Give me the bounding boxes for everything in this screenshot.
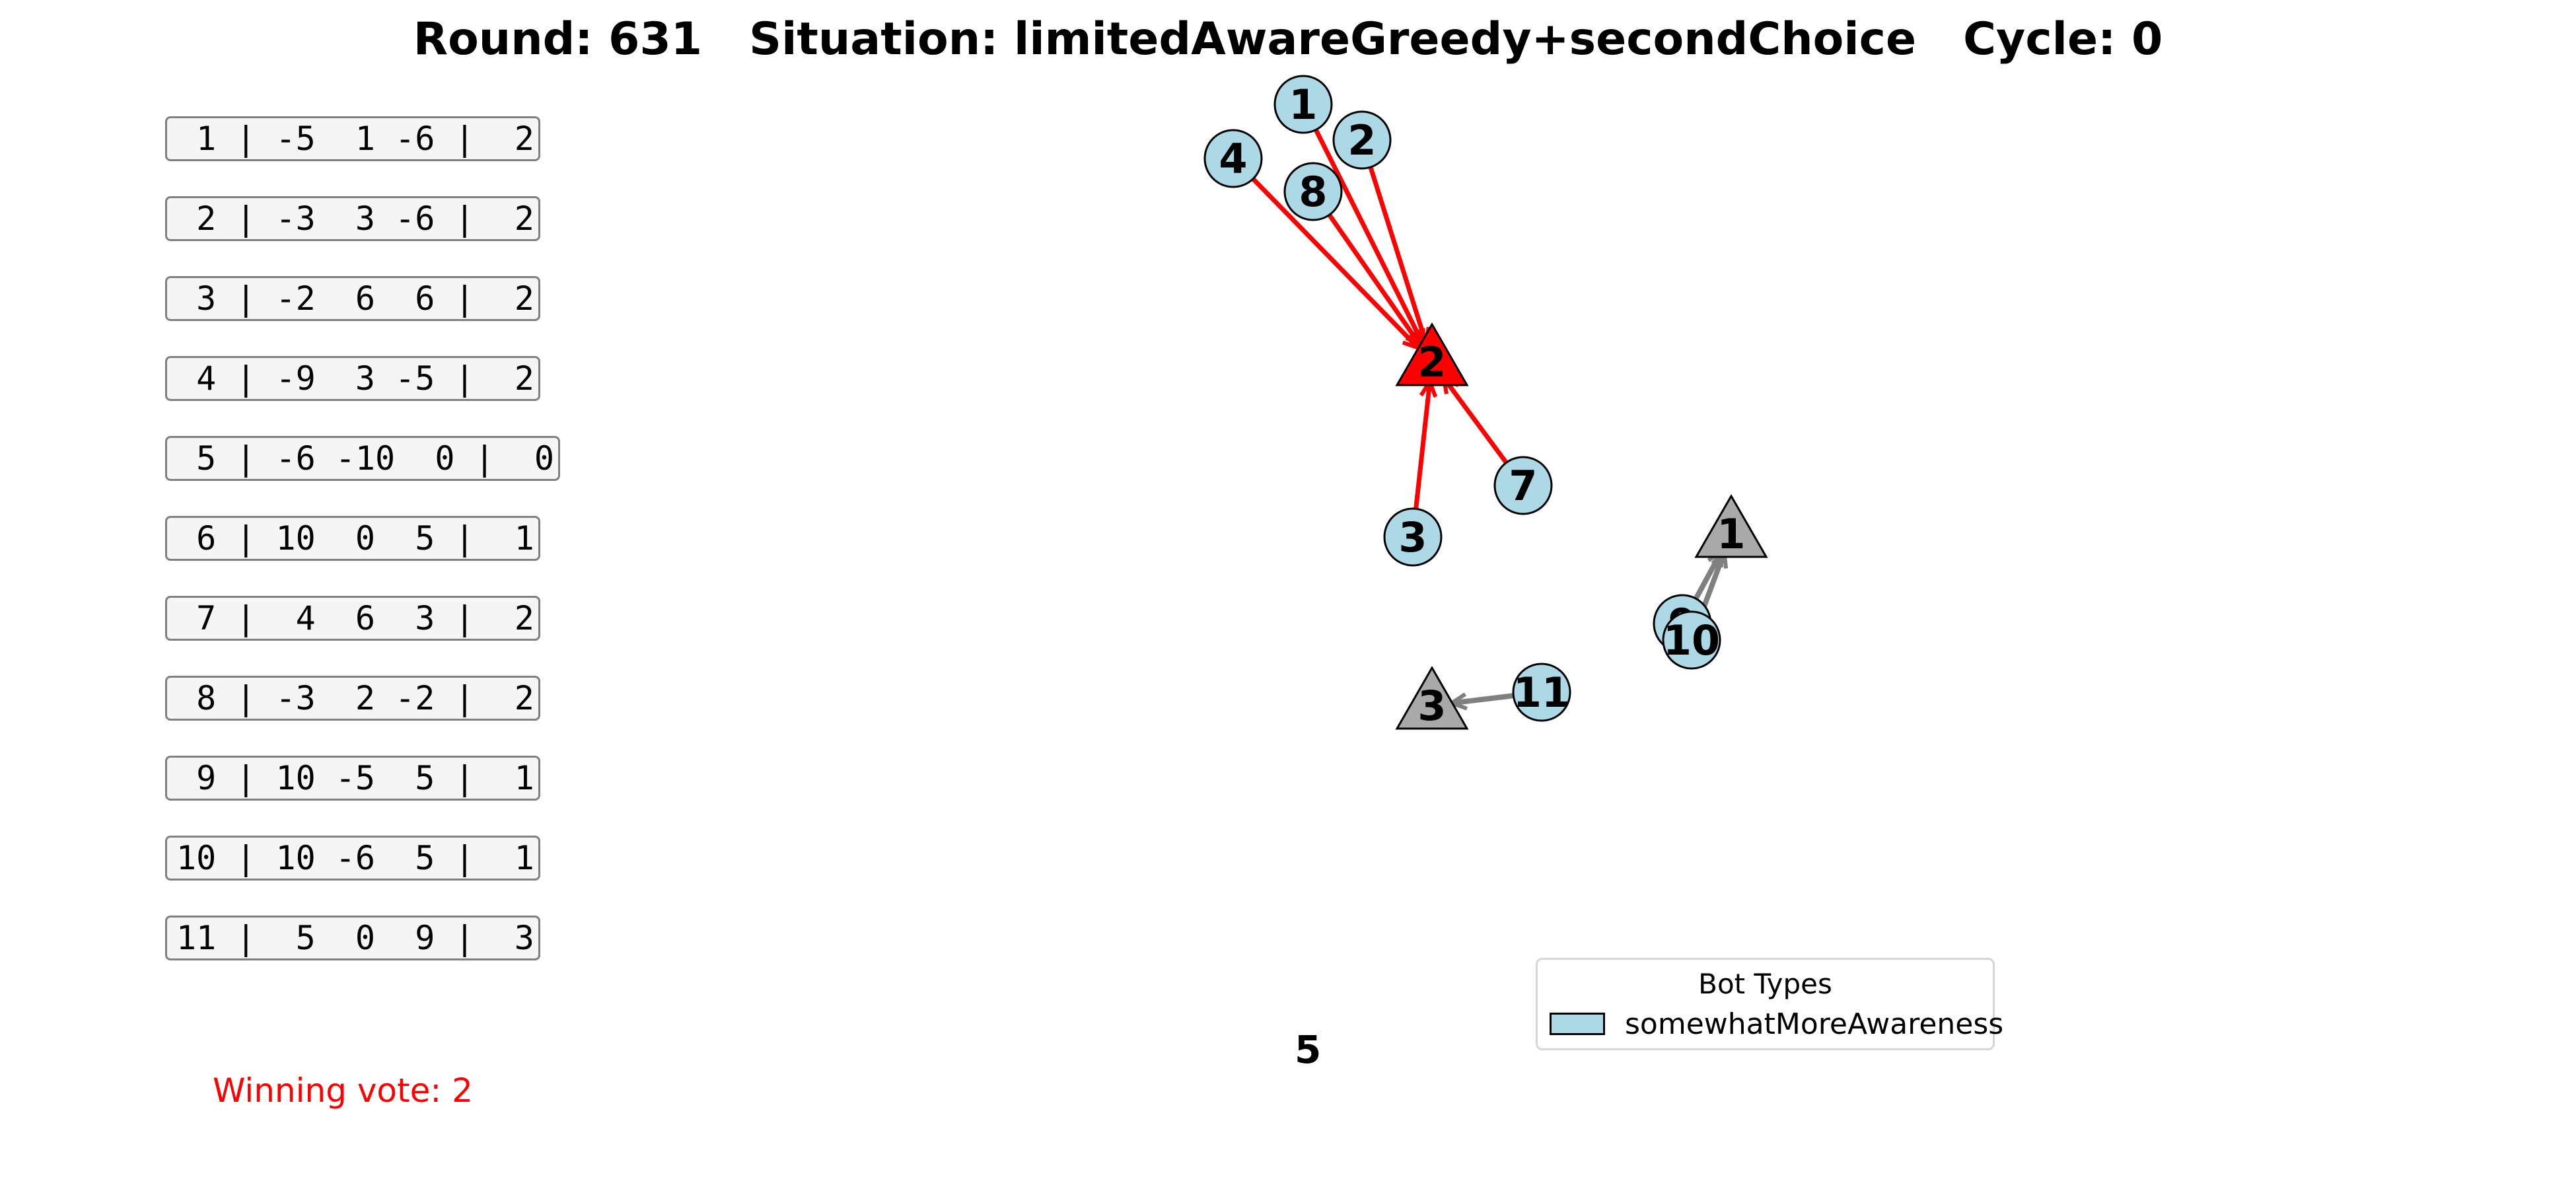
bot-label-4: 4 xyxy=(1219,135,1247,183)
vote-edge-2-to-2 xyxy=(1368,166,1429,344)
legend-label: somewhatMoreAwareness xyxy=(1625,1007,2004,1041)
vote-edge-10-to-1 xyxy=(1699,551,1727,615)
bot-node-8 xyxy=(1283,162,1343,221)
option-node-2 xyxy=(1395,322,1469,386)
ballot-box-11: 11 | 5 0 9 | 3 xyxy=(165,916,540,960)
ballot-box-6: 6 | 10 0 5 | 1 xyxy=(165,516,540,561)
bot-label-3: 3 xyxy=(1398,513,1427,561)
legend-swatch xyxy=(1550,1013,1605,1035)
vote-edge-4-to-2 xyxy=(1251,177,1420,349)
legend-title: Bot Types xyxy=(1698,968,1832,1000)
bot-node-4 xyxy=(1203,129,1263,188)
ballot-box-7: 7 | 4 6 3 | 2 xyxy=(165,596,540,641)
bot-node-2 xyxy=(1332,110,1392,170)
vote-edge-8-to-2 xyxy=(1327,213,1423,347)
bot-node-3 xyxy=(1383,507,1443,567)
page-title: Round: 631 Situation: limitedAwareGreedy… xyxy=(413,13,2163,65)
bot-label-8: 8 xyxy=(1299,168,1327,216)
bot-label-2: 2 xyxy=(1347,116,1376,164)
ballot-box-2: 2 | -3 3 -6 | 2 xyxy=(165,196,540,241)
option-label-2: 2 xyxy=(1417,338,1446,386)
ballot-box-8: 8 | -3 2 -2 | 2 xyxy=(165,676,540,721)
ballot-box-1: 1 | -5 1 -6 | 2 xyxy=(165,116,540,161)
ballot-box-5: 5 | -6 -10 0 | 0 xyxy=(165,436,560,481)
bot-label-1: 1 xyxy=(1289,81,1317,129)
ballot-box-10: 10 | 10 -6 5 | 1 xyxy=(165,836,540,881)
bot-label-11: 11 xyxy=(1513,668,1570,717)
legend: Bot Types somewhatMoreAwareness xyxy=(1536,958,2003,1050)
ballot-box-4: 4 | -9 3 -5 | 2 xyxy=(165,356,540,401)
vote-edge-11-to-3 xyxy=(1451,693,1514,706)
footer-number: 5 xyxy=(1295,1027,1322,1072)
bot-node-11 xyxy=(1512,663,1571,722)
option-label-3: 3 xyxy=(1417,682,1446,730)
winning-vote-text: Winning vote: 2 xyxy=(213,1071,473,1110)
ballot-box-3: 3 | -2 6 6 | 2 xyxy=(165,276,540,321)
vote-edge-1-to-2 xyxy=(1314,128,1425,345)
bot-label-10: 10 xyxy=(1663,616,1720,665)
bot-node-1 xyxy=(1273,75,1333,134)
ballot-box-9: 9 | 10 -5 5 | 1 xyxy=(165,756,540,801)
option-node-3 xyxy=(1395,665,1469,730)
vote-edge-3-to-2 xyxy=(1413,381,1433,509)
option-node-1 xyxy=(1694,493,1768,558)
bot-node-7 xyxy=(1493,456,1553,515)
bot-label-7: 7 xyxy=(1509,462,1537,510)
option-label-1: 1 xyxy=(1717,510,1745,558)
bot-node-10 xyxy=(1662,610,1721,670)
vote-edge-7-to-2 xyxy=(1441,377,1509,464)
